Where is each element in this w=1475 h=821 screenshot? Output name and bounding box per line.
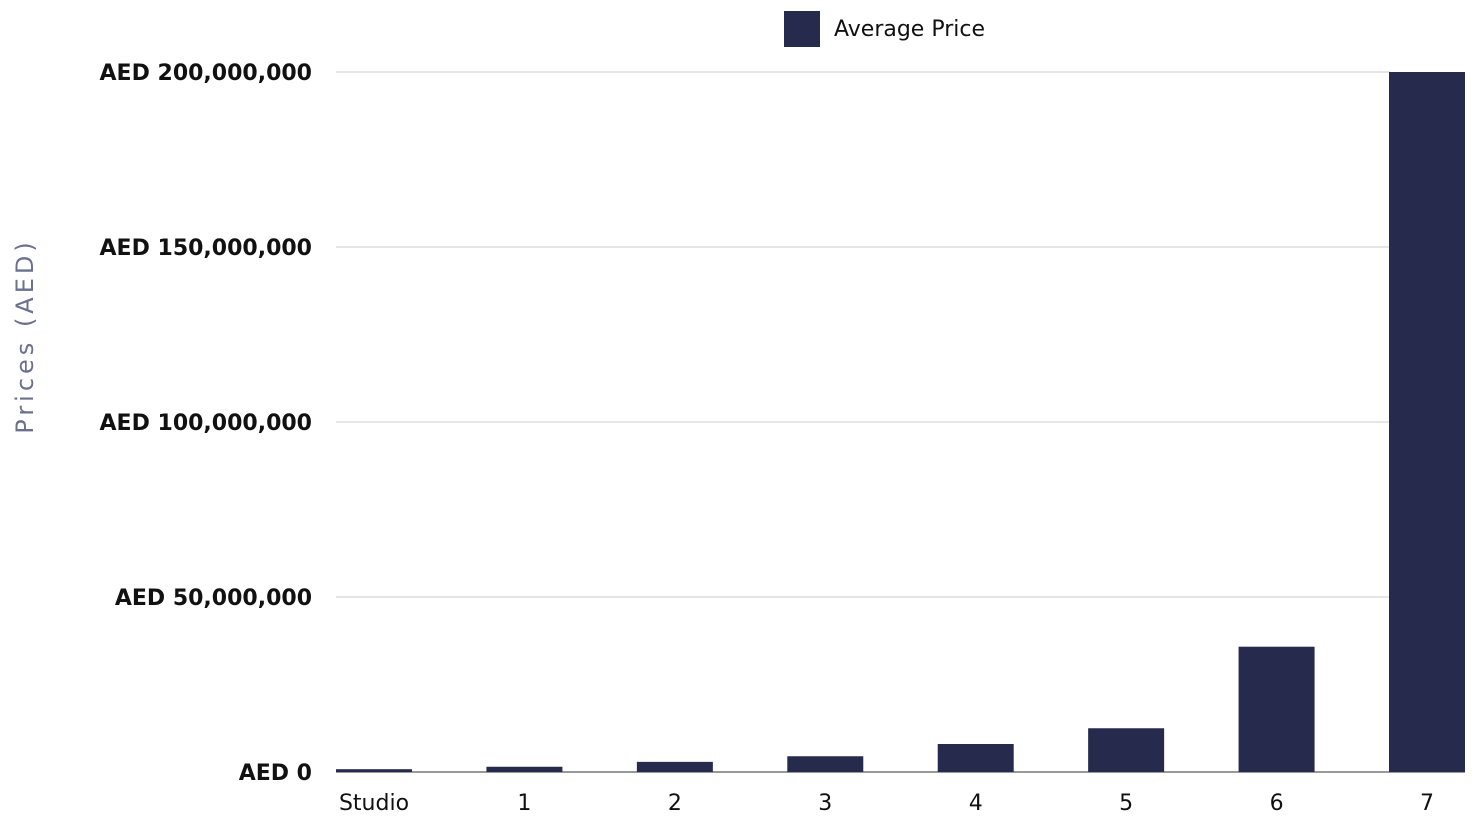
legend[interactable]: Average Price <box>784 11 985 47</box>
y-tick-label: AED 200,000,000 <box>100 61 312 86</box>
x-tick-label: 3 <box>818 791 832 816</box>
bar-3[interactable] <box>787 756 864 772</box>
x-tick-label: 5 <box>1119 791 1133 816</box>
legend-swatch <box>784 11 820 47</box>
bar-2[interactable] <box>636 761 713 772</box>
bar-6[interactable] <box>1238 646 1315 772</box>
y-tick-label: AED 50,000,000 <box>115 586 312 611</box>
bars <box>336 72 1465 772</box>
x-tick-label: 7 <box>1420 791 1434 816</box>
x-tick-labels: Studio 1 2 3 4 5 6 7 <box>339 791 1434 816</box>
bar-5[interactable] <box>1088 728 1165 772</box>
y-tick-label: AED 150,000,000 <box>100 236 312 261</box>
y-tick-labels: AED 0 AED 50,000,000 AED 100,000,000 AED 15… <box>100 61 312 786</box>
bar-studio[interactable] <box>336 769 412 772</box>
bar-7[interactable] <box>1389 72 1465 772</box>
y-axis-title: Prices (AED) <box>11 238 39 433</box>
x-tick-label: 1 <box>517 791 531 816</box>
x-tick-label: 4 <box>969 791 983 816</box>
y-tick-label: AED 0 <box>239 761 312 786</box>
y-tick-label: AED 100,000,000 <box>100 411 312 436</box>
x-tick-label: 6 <box>1270 791 1284 816</box>
bar-4[interactable] <box>937 744 1014 772</box>
x-tick-label: Studio <box>339 791 409 816</box>
legend-label: Average Price <box>834 17 985 42</box>
x-tick-label: 2 <box>668 791 682 816</box>
bar-1[interactable] <box>486 766 563 772</box>
